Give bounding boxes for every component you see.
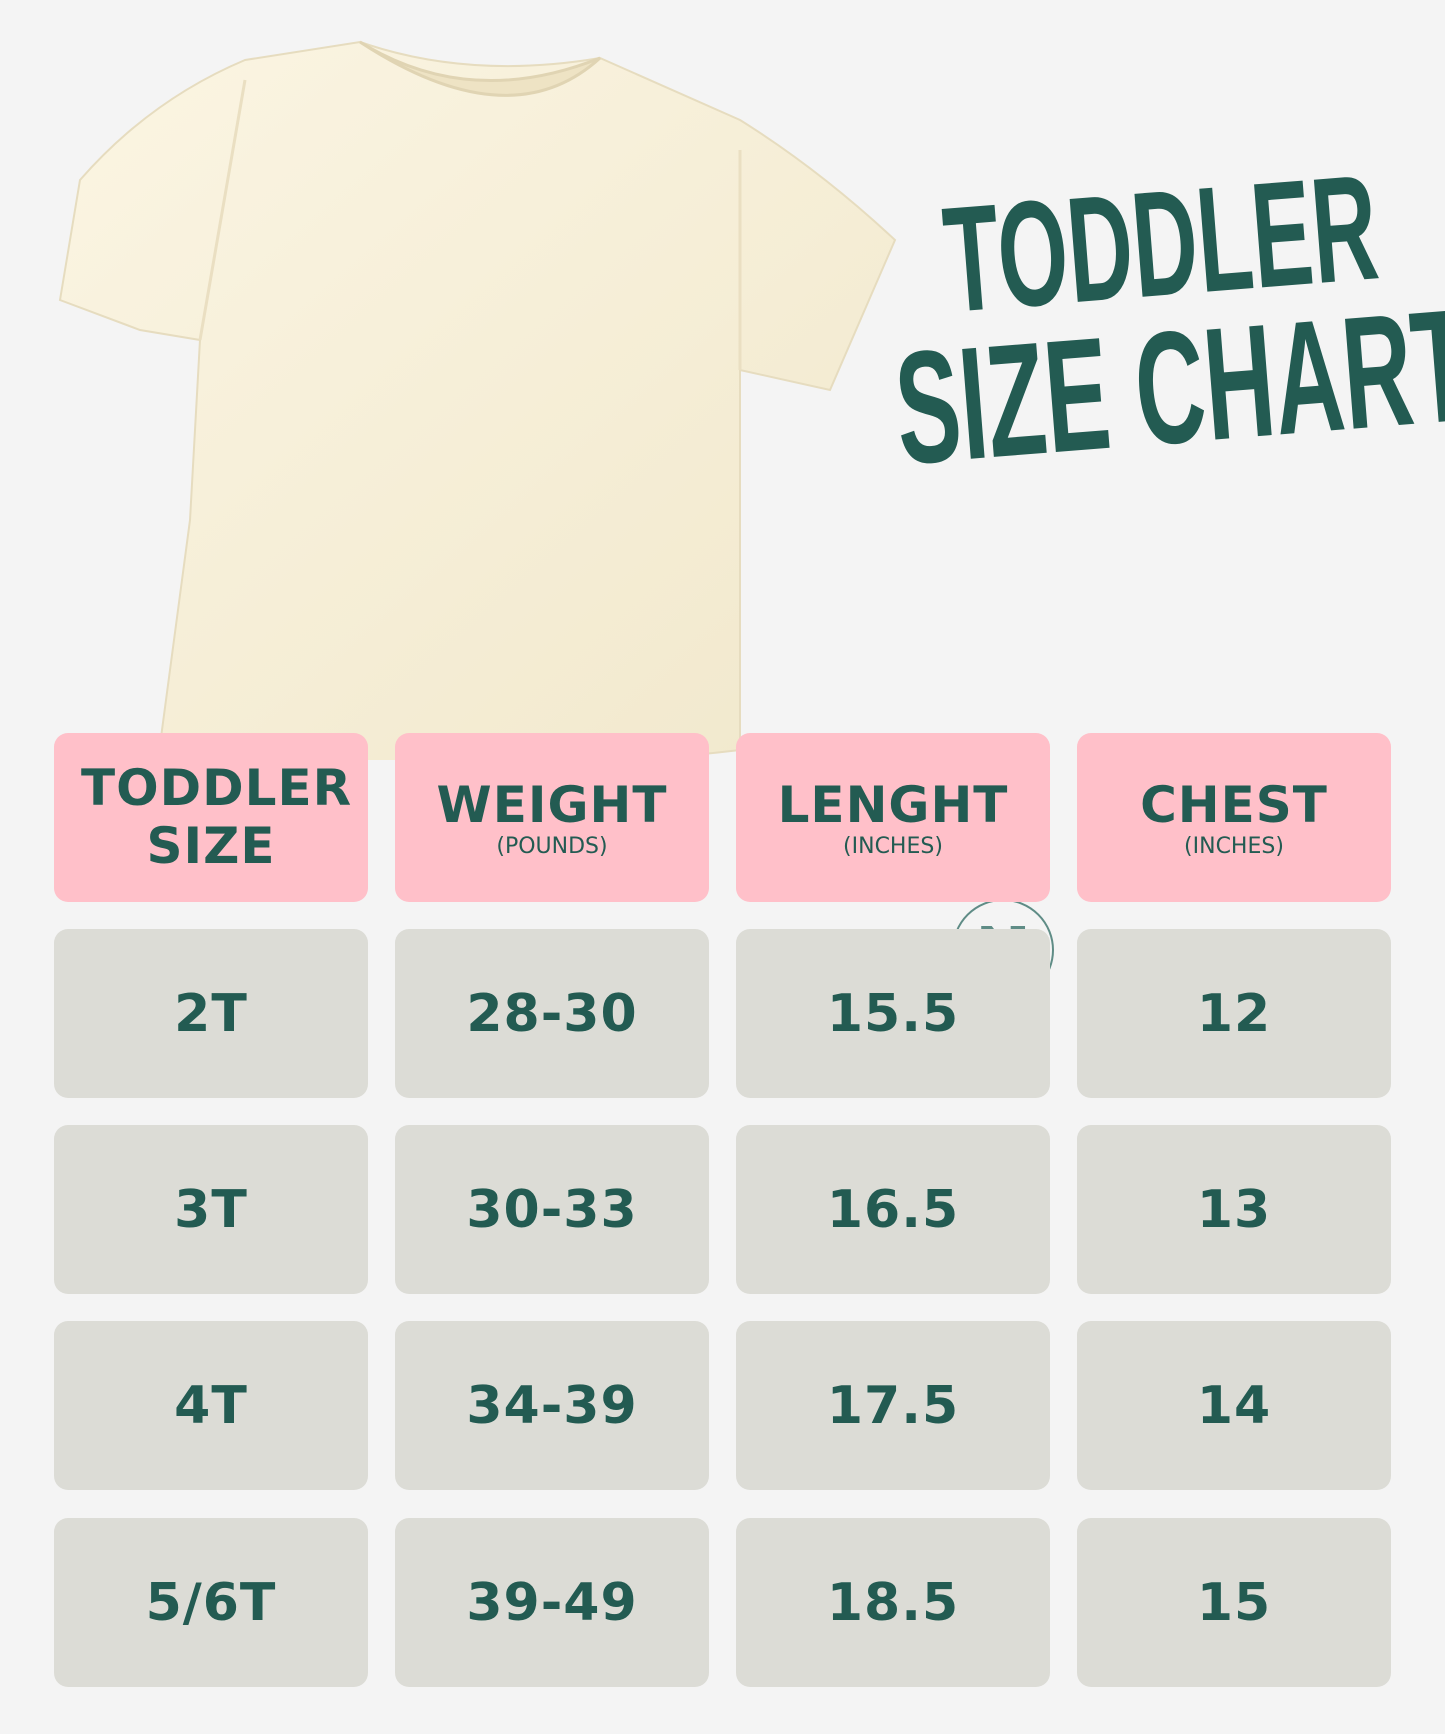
table-cell: 12 (1077, 929, 1391, 1098)
table-cell: 17.5 (736, 1321, 1050, 1490)
table-cell: 15.5 (736, 929, 1050, 1098)
page-title: TODDLER SIZE CHART (868, 140, 1445, 500)
t-shirt-image (58, 40, 897, 760)
cell-value: 4T (174, 1375, 248, 1436)
header-label: CHEST (1140, 775, 1328, 834)
cell-value: 13 (1196, 1179, 1272, 1240)
column-header: LENGHT (INCHES) (736, 733, 1050, 902)
cell-value: 18.5 (826, 1572, 960, 1633)
cell-value: 15 (1196, 1572, 1272, 1633)
cell-value: 17.5 (826, 1375, 960, 1436)
cell-value: 30-33 (466, 1179, 638, 1240)
cell-value: 12 (1196, 983, 1272, 1044)
column-header: TODDLER SIZE (54, 733, 368, 902)
cell-value: 2T (174, 983, 248, 1044)
table-cell: 5/6T (54, 1518, 368, 1687)
table-cell: 16.5 (736, 1125, 1050, 1294)
cell-value: 14 (1196, 1375, 1272, 1436)
cell-value: 28-30 (466, 983, 638, 1044)
title-line-2: SIZE CHART (889, 274, 1445, 499)
header-label: LENGHT (777, 775, 1009, 834)
column-header: CHEST (INCHES) (1077, 733, 1391, 902)
table-cell: 28-30 (395, 929, 709, 1098)
cell-value: 3T (174, 1179, 248, 1240)
cell-value: 15.5 (826, 983, 960, 1044)
table-cell: 30-33 (395, 1125, 709, 1294)
table-cell: 3T (54, 1125, 368, 1294)
header-unit: (INCHES) (1184, 834, 1284, 860)
header-label: WEIGHT (436, 775, 668, 834)
table-cell: 14 (1077, 1321, 1391, 1490)
cell-value: 16.5 (826, 1179, 960, 1240)
table-cell: 15 (1077, 1518, 1391, 1687)
header-unit: (INCHES) (843, 834, 943, 860)
column-header: WEIGHT (POUNDS) (395, 733, 709, 902)
table-cell: 13 (1077, 1125, 1391, 1294)
cell-value: 34-39 (466, 1375, 638, 1436)
table-cell: 18.5 (736, 1518, 1050, 1687)
cell-value: 5/6T (145, 1572, 277, 1633)
header-label: TODDLER SIZE (81, 759, 353, 875)
table-cell: 2T (54, 929, 368, 1098)
table-cell: 34-39 (395, 1321, 709, 1490)
cell-value: 39-49 (466, 1572, 638, 1633)
table-cell: 39-49 (395, 1518, 709, 1687)
table-cell: 4T (54, 1321, 368, 1490)
header-unit: (POUNDS) (496, 834, 608, 860)
